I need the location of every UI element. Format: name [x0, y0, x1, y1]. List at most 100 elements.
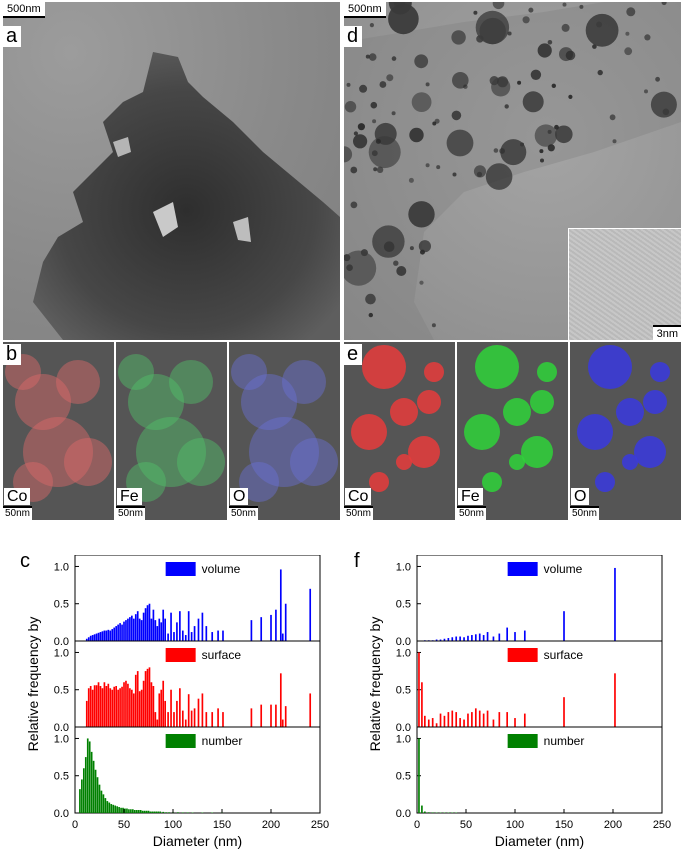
bar-volume [173, 632, 175, 641]
nanoparticle [547, 129, 552, 134]
bar-number [86, 738, 89, 813]
nanoparticle [353, 131, 358, 136]
bar-volume [467, 635, 469, 641]
nanoparticle [547, 144, 555, 152]
aggregate-shape [33, 52, 340, 340]
nanoparticle [554, 124, 559, 130]
bar-number [139, 810, 142, 813]
bar-volume [459, 636, 461, 641]
bar-number [159, 811, 162, 813]
bar-volume [281, 633, 284, 641]
bar-number [145, 810, 148, 813]
nanoparticle [425, 163, 430, 168]
nanoparticle [408, 177, 414, 183]
bar-volume [309, 588, 312, 641]
y-tick-label: 1.0 [396, 733, 411, 745]
bar-volume [121, 624, 123, 641]
bar-surface [193, 708, 196, 727]
hrtem-inset: 3nm [568, 228, 681, 340]
element-region [595, 472, 615, 492]
bar-number [191, 812, 194, 813]
map-blobs [457, 342, 568, 520]
bar-surface [281, 719, 284, 727]
bar-number [84, 757, 87, 813]
bar-surface [152, 686, 155, 727]
bar-volume [179, 611, 181, 641]
map-blobs [3, 342, 114, 520]
bar-volume [134, 614, 137, 641]
legend-label-surface: surface [202, 648, 242, 662]
bar-surface [222, 712, 224, 727]
bar-number [439, 812, 442, 813]
nanoparticle [551, 83, 556, 89]
bar-volume [103, 630, 106, 641]
legend-label-surface: surface [544, 648, 584, 662]
plot-frame [74, 555, 321, 642]
nanoparticle [374, 122, 397, 145]
y-tick-label: 0.0 [396, 722, 411, 734]
bar-surface [187, 694, 190, 727]
bar-number [126, 808, 128, 813]
bar-surface [270, 704, 272, 727]
bar-volume [614, 567, 616, 641]
nanoparticle [372, 119, 377, 124]
nanoparticle [344, 101, 357, 113]
element-region [588, 345, 632, 389]
bar-surface [471, 712, 473, 727]
bar-number [82, 768, 85, 813]
element-region [503, 398, 531, 426]
element-region [128, 374, 184, 430]
nanoparticle [376, 166, 384, 173]
nanoparticle [625, 31, 630, 36]
y-tick-label: 1.0 [396, 561, 411, 573]
bar-surface [162, 680, 165, 727]
bar-surface [144, 671, 147, 727]
bar-surface [136, 671, 139, 727]
y-tick-label: 0.0 [54, 722, 69, 734]
element-region [622, 454, 638, 470]
bar-number [443, 812, 446, 813]
legend-swatch-surface [507, 648, 538, 662]
plot-frame [416, 726, 663, 814]
element-region [521, 436, 553, 468]
bar-surface [129, 688, 131, 727]
bar-volume [105, 630, 108, 641]
nanoparticle [436, 165, 441, 170]
element-region [362, 345, 406, 389]
nanoparticle [353, 134, 368, 149]
tem-d-particles [344, 2, 681, 340]
nanoparticle [661, 2, 667, 6]
bar-number [131, 809, 134, 813]
nanoparticle [368, 312, 373, 318]
bar-surface [447, 712, 450, 727]
element-region [282, 360, 326, 404]
bar-number [137, 810, 140, 813]
nanoparticle [375, 138, 381, 144]
nanoparticle [655, 76, 660, 82]
nanoparticle [386, 74, 394, 82]
bar-volume [486, 632, 489, 641]
bar-volume [111, 629, 114, 641]
eds-map-b-o: O 50nm [229, 342, 340, 520]
bar-volume [107, 629, 110, 641]
map-blobs [344, 342, 455, 520]
y-tick-label: 0.5 [54, 599, 69, 611]
element-region [231, 354, 267, 390]
bar-surface [482, 713, 485, 727]
nanoparticle [373, 167, 378, 172]
tem-image-d: 3nm d 500nm [344, 2, 681, 340]
legend-label-volume: volume [544, 562, 583, 576]
bar-surface [131, 689, 133, 727]
bar-surface [506, 712, 508, 727]
element-region [577, 414, 613, 450]
bar-number [100, 790, 103, 813]
nanoparticle [473, 10, 478, 15]
element-region [530, 390, 554, 414]
bar-volume [260, 617, 263, 641]
bar-number [447, 812, 450, 813]
bar-surface [170, 689, 172, 727]
nanoparticle [540, 158, 544, 163]
element-label-co: Co [4, 488, 31, 505]
element-region [64, 438, 112, 486]
bar-number [418, 738, 420, 813]
